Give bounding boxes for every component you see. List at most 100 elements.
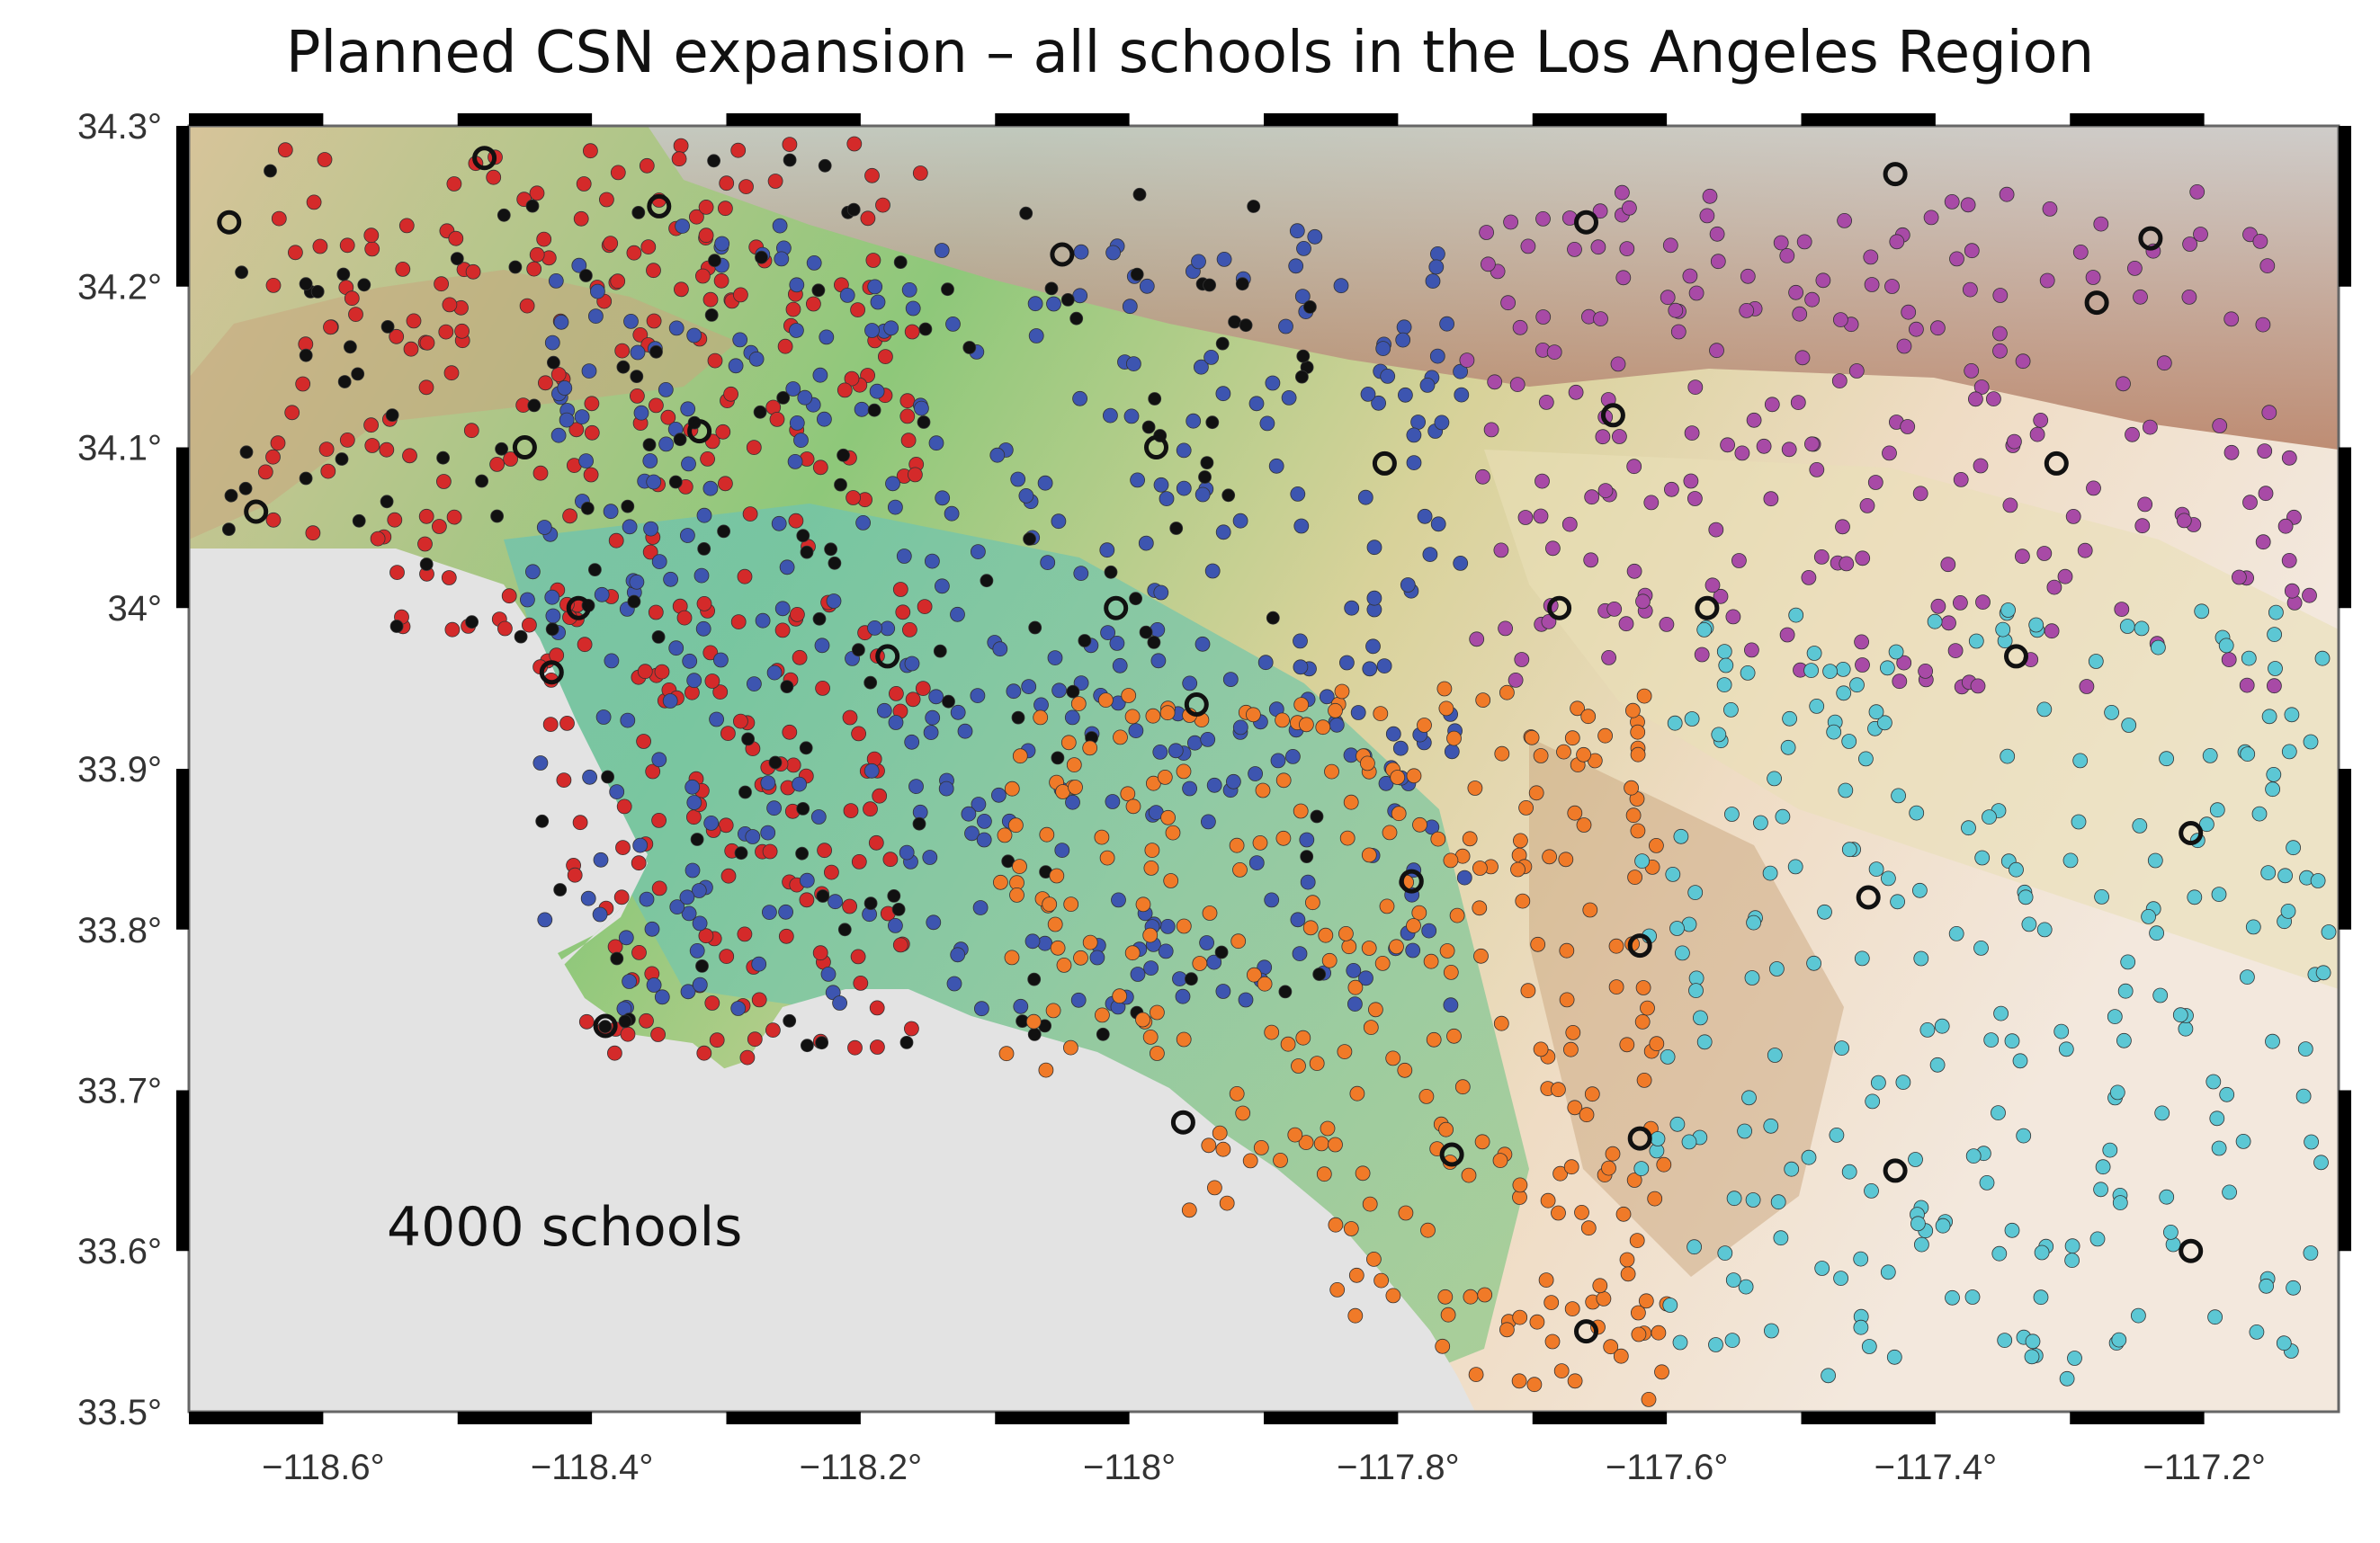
orange-school-point xyxy=(1192,956,1208,971)
black-school-point xyxy=(933,644,947,658)
cyan-school-point xyxy=(1724,1333,1740,1348)
red-school-point xyxy=(559,716,575,731)
orange-school-point xyxy=(1512,1177,1528,1193)
black-school-point xyxy=(642,438,657,452)
red-school-point xyxy=(320,463,336,479)
cyan-school-point xyxy=(1669,921,1685,936)
blue-school-point xyxy=(977,814,992,829)
blue-school-point xyxy=(1289,223,1305,239)
blue-school-point xyxy=(603,504,619,520)
blue-school-point xyxy=(623,313,639,329)
orange-school-point xyxy=(1012,748,1028,764)
blue-school-point xyxy=(658,436,674,452)
blue-school-point xyxy=(1290,486,1306,502)
blue-school-point xyxy=(1103,407,1118,424)
orange-school-point xyxy=(1454,1079,1471,1095)
orange-school-point xyxy=(1565,1025,1581,1040)
blue-school-point xyxy=(1292,946,1308,961)
purple-school-point xyxy=(1731,553,1747,568)
orange-school-point xyxy=(1309,1056,1325,1071)
orange-school-point xyxy=(1045,1003,1061,1019)
blue-school-point xyxy=(1290,912,1306,928)
blue-school-point xyxy=(1350,705,1366,720)
blue-school-point xyxy=(604,653,620,669)
blue-school-point xyxy=(1070,992,1087,1008)
red-school-point xyxy=(742,506,758,522)
orange-school-point xyxy=(1073,950,1088,966)
blue-school-point xyxy=(1111,892,1126,908)
purple-school-point xyxy=(1709,226,1725,242)
black-school-point xyxy=(299,277,313,291)
purple-school-point xyxy=(1867,475,1883,490)
orange-school-point xyxy=(1360,755,1375,772)
blue-school-point xyxy=(1398,387,1413,403)
orange-school-point xyxy=(1275,772,1292,789)
blue-school-point xyxy=(883,320,899,336)
blue-school-point xyxy=(946,976,962,992)
blue-school-point xyxy=(928,435,944,451)
purple-school-point xyxy=(1503,214,1518,230)
cyan-school-point xyxy=(1853,1319,1869,1335)
black-school-point xyxy=(1044,281,1059,296)
orange-school-point xyxy=(1443,852,1459,869)
blue-school-point xyxy=(1395,332,1411,348)
blue-school-point xyxy=(1307,228,1323,245)
cyan-school-point xyxy=(1964,1289,1981,1305)
blue-school-point xyxy=(839,287,855,303)
orange-school-point xyxy=(1291,1058,1306,1074)
frame-dash-left xyxy=(176,769,189,930)
orange-school-point xyxy=(1343,794,1359,810)
blue-school-point xyxy=(747,676,762,691)
black-school-point xyxy=(980,574,994,588)
orange-school-point xyxy=(1361,847,1377,863)
blue-school-point xyxy=(797,389,813,406)
cyan-school-point xyxy=(2120,954,2136,970)
red-school-point xyxy=(671,151,687,167)
red-school-point xyxy=(812,459,828,476)
blue-school-point xyxy=(1300,874,1316,890)
orange-school-point xyxy=(1542,849,1557,865)
cyan-school-point xyxy=(1993,1005,2009,1021)
orange-school-point xyxy=(1443,965,1459,980)
cyan-school-point xyxy=(2209,802,2225,818)
blue-school-point xyxy=(869,383,885,399)
blue-school-point xyxy=(1429,348,1445,364)
blue-school-point xyxy=(1375,341,1391,357)
blue-school-point xyxy=(1182,675,1198,691)
orange-school-point xyxy=(1601,1160,1616,1176)
blue-school-point xyxy=(532,755,549,771)
cyan-school-point xyxy=(2219,1086,2235,1102)
red-school-point xyxy=(489,457,505,472)
black-school-point xyxy=(1023,532,1036,546)
cyan-school-point xyxy=(1711,727,1727,743)
cyan-school-point xyxy=(1784,1161,1800,1177)
cyan-school-point xyxy=(2058,1041,2074,1057)
cyan-school-point xyxy=(2149,925,2165,941)
purple-school-point xyxy=(1837,212,1853,228)
blue-school-point xyxy=(1199,935,1214,950)
blue-school-point xyxy=(1366,540,1382,556)
frame-dash-left xyxy=(176,126,189,287)
orange-school-point xyxy=(1094,829,1110,845)
blue-school-point xyxy=(1150,653,1167,669)
red-school-point xyxy=(660,409,676,425)
red-school-point xyxy=(613,889,630,905)
frame-dash-right xyxy=(2339,1090,2351,1252)
black-school-point xyxy=(224,488,238,503)
black-school-point xyxy=(221,522,236,536)
black-school-point xyxy=(1198,470,1212,484)
red-school-point xyxy=(631,945,647,960)
red-school-point xyxy=(718,476,733,492)
red-school-point xyxy=(851,854,867,870)
purple-school-point xyxy=(1618,616,1634,632)
purple-school-point xyxy=(1970,678,1986,694)
orange-school-point xyxy=(1287,1127,1303,1143)
station-ring xyxy=(2084,290,2109,316)
purple-school-point xyxy=(2116,376,2131,392)
purple-school-point xyxy=(1992,288,2009,303)
red-school-point xyxy=(730,142,747,158)
orange-school-point xyxy=(1385,1288,1401,1304)
blue-school-point xyxy=(789,277,805,293)
orange-school-point xyxy=(1004,780,1020,797)
cyan-school-point xyxy=(2265,781,2281,798)
